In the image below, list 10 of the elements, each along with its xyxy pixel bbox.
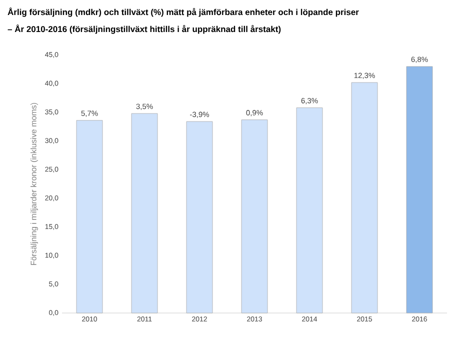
- bar: [131, 113, 158, 314]
- bar: [296, 108, 323, 314]
- bar: [186, 121, 213, 314]
- bar: [351, 82, 378, 314]
- bar: [76, 120, 103, 314]
- bar: [406, 66, 433, 314]
- y-axis-title: Försäljning i miljarder kronor (inklusive moms): [30, 102, 38, 265]
- chart-title: Årlig försäljning (mdkr) och tillväxt (%) mätt på jämförbara enheter och i löpande priser: [8, 8, 359, 17]
- bar: [241, 120, 268, 314]
- chart-subtitle: – År 2010-2016 (försäljningstillväxt hittills i år uppräknad till årstakt): [8, 24, 281, 34]
